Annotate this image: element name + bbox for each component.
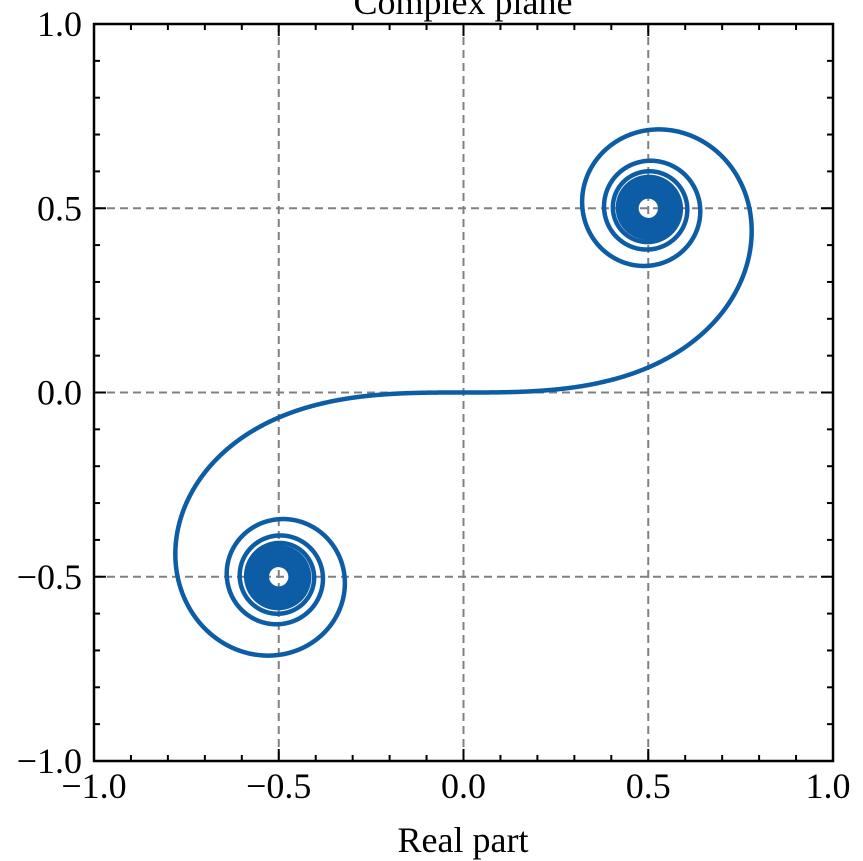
y-tick-label: 0.0: [37, 373, 82, 413]
curve-upper-spiral: [463, 127, 754, 395]
y-tick-label: −1.0: [17, 741, 82, 781]
chart-title: Complex plane: [354, 0, 573, 22]
curve-lower-spiral: [173, 390, 464, 658]
y-tick-label: 0.5: [37, 188, 82, 228]
x-tick-label: −1.0: [61, 766, 126, 806]
curve-group: [173, 127, 754, 658]
x-tick-label: 1.0: [806, 766, 851, 806]
x-tick-labels: −1.0 −0.5 0.0 0.5 1.0: [61, 766, 850, 806]
x-tick-label: −0.5: [246, 766, 311, 806]
x-tick-label: 0.0: [441, 766, 486, 806]
y-tick-label: 1.0: [37, 4, 82, 44]
ticks: [93, 23, 834, 762]
y-tick-labels: −1.0 −0.5 0.0 0.5 1.0: [17, 4, 82, 781]
x-tick-label: 0.5: [626, 766, 671, 806]
y-tick-label: −0.5: [17, 557, 82, 597]
x-axis-label: Real part: [398, 820, 529, 860]
